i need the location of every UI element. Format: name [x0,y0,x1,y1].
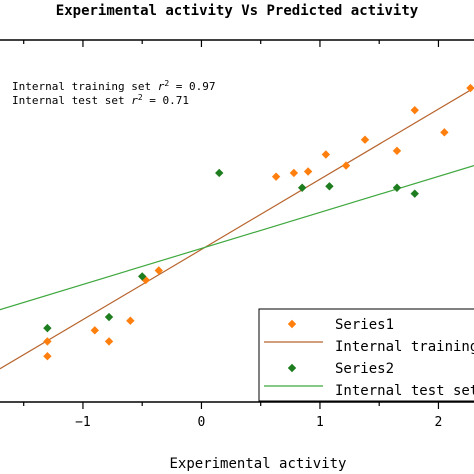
data-point [154,266,163,275]
regression-line [0,87,474,370]
data-point [215,168,224,178]
data-point [90,326,99,335]
data-point [126,316,135,325]
top-ticks [23,40,440,47]
annotation-training: Internal training set r2 = 0.97 [12,79,216,94]
data-point [341,161,351,170]
data-point [43,323,52,333]
data-point [410,105,419,115]
data-point [410,189,419,198]
chart-title: Experimental activity Vs Predicted activ… [56,3,419,19]
data-point [325,182,334,191]
x-tick-label: 1 [316,415,324,430]
x-tick-label: −1 [75,415,91,430]
data-point [392,146,402,156]
legend-marker [287,363,297,373]
data-point [466,83,474,93]
data-points [43,83,474,361]
data-point [440,128,449,137]
data-point [43,351,52,361]
legend-marker [287,319,297,329]
legend-label: Internal test set [335,383,474,399]
data-point [43,337,52,346]
legend: Series1 Internal training set Series2 Inter… [258,308,474,402]
annotation-test: Internal test set r2 = 0.71 [12,93,189,108]
data-point [360,135,370,144]
data-point [104,337,114,346]
data-point [321,150,331,159]
regression-line [0,165,474,311]
x-tick-labels: −1 0 1 2 [75,415,442,430]
x-axis-ticks [23,402,440,409]
data-point [138,272,147,281]
legend-label: Series1 [335,317,394,333]
data-point [297,183,307,192]
x-axis-label: Experimental activity [169,456,346,472]
legend-label: Internal training set [335,339,474,355]
data-point [104,312,114,322]
x-tick-label: 2 [435,415,443,430]
data-point [392,183,402,192]
x-tick-label: 0 [198,415,206,430]
legend-label: Series2 [335,361,394,377]
data-point [303,167,313,176]
data-point [289,168,299,178]
data-point [271,172,281,181]
